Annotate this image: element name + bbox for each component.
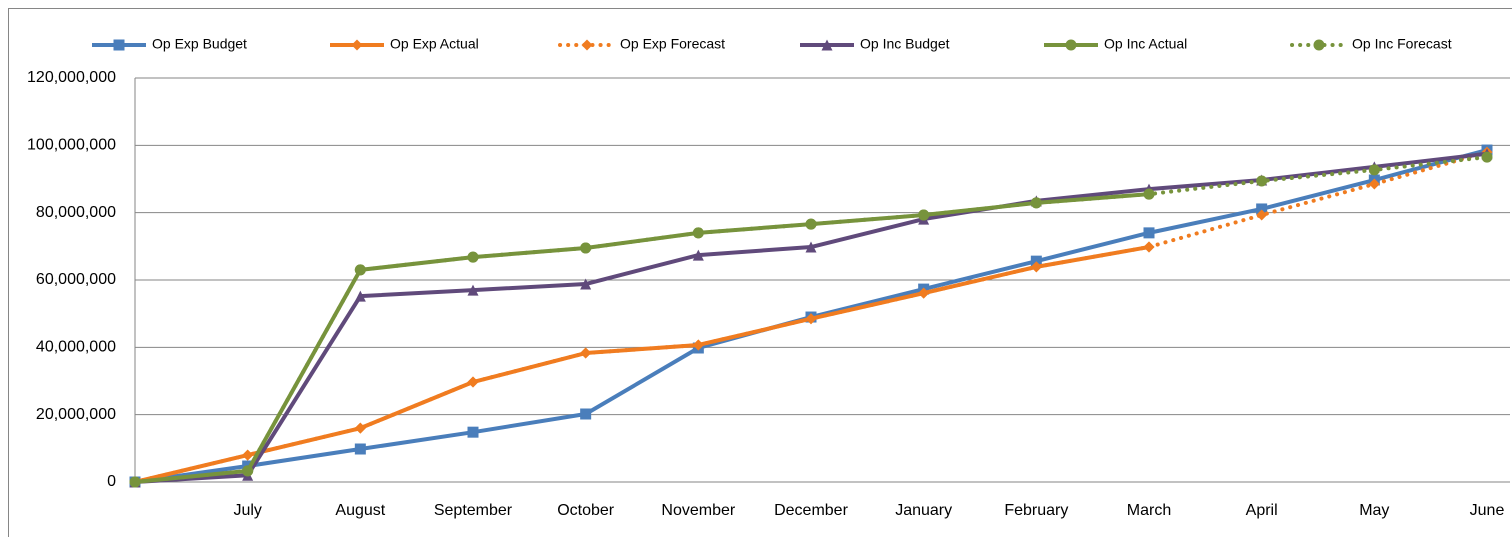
marker <box>805 218 817 230</box>
marker <box>113 39 125 51</box>
chart-frame <box>8 8 1512 537</box>
marker <box>692 249 704 261</box>
marker <box>580 242 592 254</box>
marker <box>467 284 479 296</box>
y-tick-label: 120,000,000 <box>27 69 116 86</box>
marker <box>1030 197 1042 209</box>
marker <box>1143 241 1155 253</box>
marker <box>580 347 592 359</box>
series-line <box>134 192 1150 484</box>
marker <box>1143 227 1155 239</box>
marker <box>1065 39 1077 51</box>
legend-label: Op Inc Budget <box>860 36 950 52</box>
legend-label: Op Exp Forecast <box>620 36 725 52</box>
x-tick-label: March <box>1127 502 1171 519</box>
x-tick-label: January <box>895 502 952 519</box>
x-tick-label: May <box>1359 502 1389 519</box>
x-tick-label: September <box>434 502 513 519</box>
marker <box>1030 261 1042 273</box>
marker <box>1030 255 1042 267</box>
marker <box>1256 203 1268 215</box>
legend-label: Op Exp Actual <box>390 36 479 52</box>
legend-label: Op Inc Forecast <box>1352 36 1452 52</box>
marker <box>581 39 593 51</box>
x-tick-label: February <box>1004 502 1068 519</box>
y-tick-label: 60,000,000 <box>36 271 116 288</box>
marker <box>692 227 704 239</box>
marker <box>467 376 479 388</box>
marker <box>354 290 366 302</box>
x-tick-label: August <box>335 502 385 519</box>
y-tick-label: 80,000,000 <box>36 204 116 221</box>
marker <box>1481 151 1493 163</box>
x-tick-label: July <box>233 502 261 519</box>
marker <box>351 39 363 51</box>
marker <box>354 264 366 276</box>
marker <box>1256 175 1268 187</box>
marker <box>242 465 254 477</box>
marker <box>918 287 930 299</box>
x-tick-label: June <box>1470 502 1505 519</box>
marker <box>1313 39 1325 51</box>
series-line <box>134 245 1150 484</box>
marker <box>580 278 592 290</box>
marker <box>1368 164 1380 176</box>
marker <box>692 339 704 351</box>
marker <box>129 476 141 488</box>
x-tick-label: November <box>661 502 735 519</box>
marker <box>467 426 479 438</box>
marker <box>354 422 366 434</box>
marker <box>821 39 833 51</box>
marker <box>354 443 366 455</box>
y-tick-label: 40,000,000 <box>36 339 116 356</box>
legend-label: Op Inc Actual <box>1104 36 1187 52</box>
x-tick-label: October <box>557 502 615 519</box>
y-tick-label: 100,000,000 <box>27 137 116 154</box>
marker <box>242 449 254 461</box>
marker <box>805 241 817 253</box>
marker <box>580 408 592 420</box>
marker <box>1256 209 1268 221</box>
x-tick-label: April <box>1246 502 1278 519</box>
marker <box>1368 178 1380 190</box>
marker <box>805 313 817 325</box>
x-tick-label: December <box>774 502 848 519</box>
marker <box>918 209 930 221</box>
y-tick-label: 0 <box>107 473 116 490</box>
y-tick-label: 20,000,000 <box>36 406 116 423</box>
marker <box>467 251 479 263</box>
marker <box>1143 188 1155 200</box>
legend-label: Op Exp Budget <box>152 36 247 52</box>
